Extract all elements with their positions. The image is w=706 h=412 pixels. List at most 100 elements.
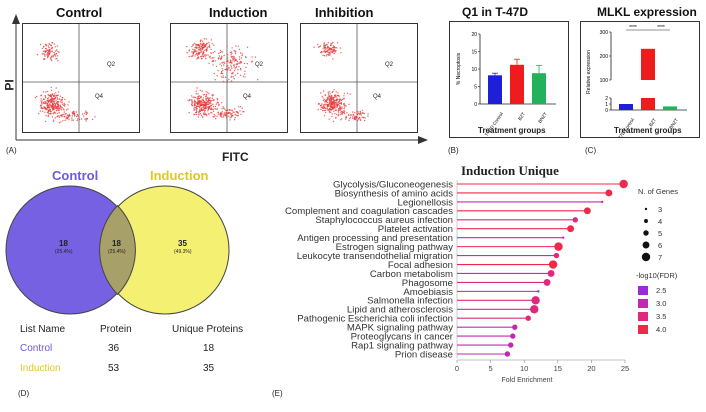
facs-event-dot [341, 106, 343, 108]
lollipop-category-label: Proteoglycans in cancer [351, 332, 454, 343]
bar-c-title: MLKL expression [597, 5, 697, 19]
facs-event-dot [232, 111, 234, 113]
facs-event-dot [357, 112, 360, 115]
facs-event-dot [257, 79, 259, 81]
facs-event-dot [48, 53, 50, 56]
facs-event-dot [199, 96, 202, 99]
facs-event-dot [227, 109, 229, 111]
bar-b-category-label: BNZT [537, 111, 548, 124]
facs-event-dot [205, 104, 207, 107]
facs-event-dot [54, 96, 57, 98]
facs-event-dot [217, 58, 220, 60]
facs-event-dot [213, 44, 215, 46]
facs-event-dot [67, 104, 69, 106]
venn-table-header-unique: Unique Proteins [172, 324, 244, 335]
facs-event-dot [45, 44, 48, 46]
facs-event-dot [44, 97, 47, 99]
facs-event-dot [71, 115, 74, 117]
bar-c-ytick-label: 100 [600, 78, 609, 84]
facs-event-dot [340, 102, 342, 104]
facs-event-dot [44, 55, 46, 57]
facs-event-dot [333, 101, 335, 104]
facs-event-dot [52, 119, 55, 121]
facs-event-dot [334, 104, 336, 106]
facs-event-dot [60, 121, 62, 123]
facs-event-dot [322, 51, 325, 53]
facs-event-dot [199, 102, 202, 104]
facs-event-dot [199, 47, 202, 49]
facs-event-dot [329, 97, 331, 99]
facs-event-dot [322, 105, 324, 108]
facs-event-dot [48, 110, 51, 112]
facs-event-dot [44, 47, 47, 50]
lollipop-category-label: Estrogen signaling pathway [336, 242, 454, 253]
facs-event-dot [47, 55, 49, 58]
facs-event-dot [196, 52, 198, 55]
facs-event-dot [59, 104, 61, 107]
facs-event-dot [210, 48, 212, 50]
facs-event-dot [231, 113, 233, 115]
facs-event-dot [334, 47, 337, 49]
facs-event-dot [51, 50, 53, 52]
lollipop-point [547, 270, 555, 277]
lollipop-size-legend-dot [643, 230, 649, 236]
facs-event-dot [38, 112, 40, 115]
facs-event-dot [220, 65, 223, 67]
facs-event-dot [223, 64, 225, 66]
facs-event-dot [239, 60, 241, 63]
facs-event-dot [332, 47, 334, 49]
facs-event-dot [226, 112, 228, 114]
facs-event-dot [197, 103, 199, 106]
facs-event-dot [51, 107, 53, 110]
facs-event-dot [204, 113, 207, 116]
facs-event-dot [208, 45, 210, 48]
facs-event-dot [199, 43, 202, 45]
facs-event-dot [50, 89, 53, 92]
bar-b-bar [532, 73, 546, 104]
facs-event-dot [348, 119, 350, 122]
facs-event-dot [227, 68, 229, 70]
facs-event-dot [330, 109, 333, 111]
lollipop-point [553, 252, 560, 259]
lollipop-xtick-label: 0 [455, 364, 459, 373]
facs-event-dot [191, 104, 193, 107]
facs-event-dot [213, 99, 215, 101]
facs-event-dot [215, 108, 217, 110]
facs-event-dot [331, 107, 334, 109]
facs-event-dot [63, 109, 65, 111]
facs-event-dot [212, 105, 215, 108]
facs-event-dot [214, 60, 217, 62]
facs-event-dot [230, 51, 233, 53]
facs-event-dot [202, 43, 204, 46]
facs-event-dot [232, 56, 234, 58]
facs-event-dot [199, 89, 202, 92]
facs-event-dot [50, 95, 52, 98]
facs-event-dot [208, 98, 210, 101]
facs-event-dot [202, 48, 204, 50]
facs-event-dot [94, 116, 96, 118]
facs-event-dot [200, 51, 203, 53]
facs-event-dot [199, 99, 201, 102]
venn-intersection [99, 204, 136, 296]
facs-event-dot [332, 45, 334, 47]
lollipop-category-label: Biosynthesis of amino acids [335, 188, 454, 199]
lollipop-size-legend-dot [644, 207, 648, 211]
facs-event-dot [335, 102, 338, 105]
facs-event-dot [195, 90, 197, 92]
facs-event-dot [322, 107, 325, 110]
facs-event-dot [52, 113, 54, 115]
lollipop-size-legend-label: 6 [658, 241, 662, 250]
facs-event-dot [339, 47, 341, 49]
facs-event-dot [361, 116, 363, 118]
facs-event-dot [211, 107, 213, 110]
facs-event-dot [216, 115, 218, 117]
facs-event-dot [52, 102, 54, 105]
facs-event-dot [231, 72, 233, 75]
facs-event-dot [327, 42, 329, 44]
facs-event-dot [327, 105, 329, 108]
facs-event-dot [193, 100, 196, 103]
facs-event-dot [195, 53, 197, 56]
facs-event-dot [54, 46, 56, 48]
lollipop-size-legend-label: 3 [658, 205, 662, 214]
facs-event-dot [202, 42, 204, 45]
